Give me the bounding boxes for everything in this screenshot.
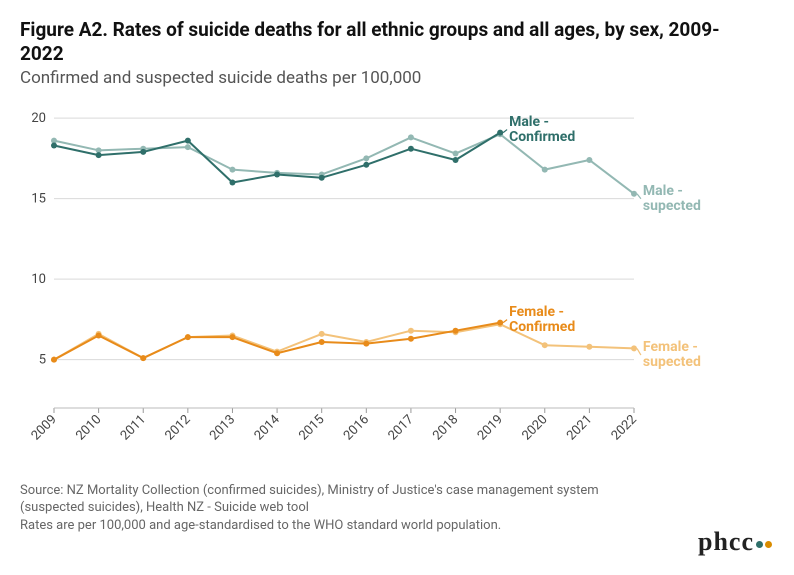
source-line2: Rates are per 100,000 and age-standardis… [20, 518, 501, 533]
series-label-male_confirmed: Male -Confirmed [509, 114, 639, 145]
svg-text:2010: 2010 [73, 412, 104, 443]
svg-text:15: 15 [31, 191, 46, 206]
svg-text:2016: 2016 [341, 412, 372, 443]
logo-dot-2 [765, 541, 772, 548]
svg-text:2012: 2012 [162, 412, 193, 443]
svg-text:20: 20 [31, 111, 46, 126]
svg-text:2017: 2017 [385, 412, 416, 443]
svg-text:10: 10 [31, 272, 46, 287]
svg-text:2021: 2021 [564, 412, 595, 443]
series-label-female_confirmed: Female -Confirmed [509, 304, 639, 335]
svg-text:2013: 2013 [207, 412, 238, 443]
series-label-male_suspected: Male -supected [643, 183, 773, 214]
logo-text: phcc [698, 527, 754, 556]
series-label-female_suspected: Female -supected [643, 340, 773, 371]
phcc-logo: phcc [698, 527, 772, 557]
svg-text:2020: 2020 [519, 412, 550, 443]
svg-text:2018: 2018 [430, 412, 461, 443]
figure-title: Figure A2. Rates of suicide deaths for a… [20, 18, 740, 66]
svg-text:5: 5 [39, 352, 46, 367]
svg-text:2009: 2009 [29, 412, 60, 443]
svg-text:2022: 2022 [609, 412, 640, 443]
figure-subtitle: Confirmed and suspected suicide deaths p… [20, 68, 774, 88]
logo-dot-1 [756, 541, 763, 548]
svg-text:2015: 2015 [296, 412, 327, 443]
svg-text:2011: 2011 [118, 412, 149, 443]
chart-area: 5 10 15 20 2009 2010 2011 2012 2013 2014 2015 2016 2… [20, 94, 774, 474]
source-note: Source: NZ Mortality Collection (confirm… [20, 482, 640, 535]
source-line1: Source: NZ Mortality Collection (confirm… [20, 483, 599, 516]
line-chart: 5 10 15 20 2009 2010 2011 2012 2013 2014 2015 2016 2… [20, 94, 774, 474]
figure-container: Figure A2. Rates of suicide deaths for a… [0, 0, 794, 575]
svg-text:2014: 2014 [252, 411, 284, 443]
svg-text:2019: 2019 [475, 412, 506, 443]
